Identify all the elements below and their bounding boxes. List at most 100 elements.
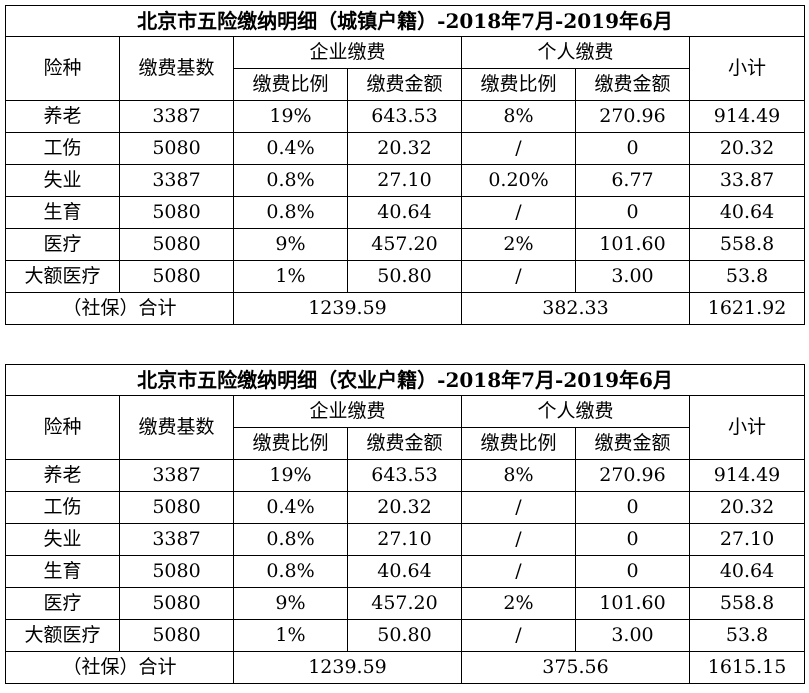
cell-personal-amount: 101.60 [575,587,690,620]
cell-personal-rate: / [461,132,576,165]
cell-personal-rate: / [461,619,576,652]
header-personal-rate: 缴费比例 [461,68,576,101]
cell-base: 5080 [119,260,234,293]
total-personal: 375.56 [461,651,690,684]
cell-subtotal: 914.49 [688,100,806,133]
table-row: 养老 3387 19% 643.53 8% 270.96 914.49 [5,459,806,492]
cell-type: 失业 [5,523,120,556]
cell-type: 医疗 [5,228,120,261]
table-row: 养老 3387 19% 643.53 8% 270.96 914.49 [5,100,806,133]
header-company-amount: 缴费金额 [347,427,462,460]
cell-company-rate: 0.8% [233,196,348,229]
cell-personal-amount: 0 [575,132,690,165]
cell-company-amount: 20.32 [347,132,462,165]
cell-base: 3387 [119,164,234,197]
cell-personal-rate: 2% [461,228,576,261]
total-company: 1239.59 [233,651,462,684]
cell-company-rate: 19% [233,100,348,133]
cell-type: 工伤 [5,491,120,524]
table-row: 医疗 5080 9% 457.20 2% 101.60 558.8 [5,587,806,620]
cell-personal-rate: / [461,491,576,524]
cell-personal-amount: 270.96 [575,459,690,492]
cell-company-amount: 643.53 [347,100,462,133]
cell-type: 养老 [5,459,120,492]
cell-subtotal: 20.32 [688,491,806,524]
cell-company-amount: 27.10 [347,164,462,197]
header-company-rate: 缴费比例 [233,427,348,460]
header-base: 缴费基数 [119,395,234,460]
table-row: 医疗 5080 9% 457.20 2% 101.60 558.8 [5,228,806,261]
urban-insurance-table: 北京市五险缴纳明细（城镇户籍）-2018年7月-2019年6月 险种 缴费基数 … [4,5,806,325]
cell-company-amount: 50.80 [347,260,462,293]
cell-type: 工伤 [5,132,120,165]
cell-company-amount: 50.80 [347,619,462,652]
cell-personal-rate: 0.20% [461,164,576,197]
cell-type: 医疗 [5,587,120,620]
cell-company-rate: 9% [233,587,348,620]
cell-company-rate: 1% [233,260,348,293]
header-subtotal: 小计 [688,395,806,460]
table-row: 生育 5080 0.8% 40.64 / 0 40.64 [5,555,806,588]
table-row: 工伤 5080 0.4% 20.32 / 0 20.32 [5,491,806,524]
header-insurance-type: 险种 [5,395,120,460]
cell-company-rate: 0.8% [233,523,348,556]
cell-company-rate: 0.8% [233,164,348,197]
cell-base: 3387 [119,459,234,492]
cell-personal-amount: 0 [575,196,690,229]
cell-company-rate: 0.4% [233,491,348,524]
cell-subtotal: 40.64 [688,196,806,229]
cell-base: 5080 [119,555,234,588]
cell-personal-amount: 101.60 [575,228,690,261]
header-personal-payment: 个人缴费 [461,36,690,69]
cell-personal-amount: 0 [575,491,690,524]
cell-company-rate: 0.4% [233,132,348,165]
cell-company-rate: 19% [233,459,348,492]
table-row: 大额医疗 5080 1% 50.80 / 3.00 53.8 [5,260,806,293]
cell-personal-amount: 6.77 [575,164,690,197]
cell-base: 5080 [119,196,234,229]
header-subtotal: 小计 [688,36,806,101]
cell-base: 5080 [119,619,234,652]
header-base: 缴费基数 [119,36,234,101]
total-subtotal: 1621.92 [688,292,806,325]
cell-base: 3387 [119,100,234,133]
cell-type: 失业 [5,164,120,197]
cell-subtotal: 27.10 [688,523,806,556]
cell-company-amount: 457.20 [347,587,462,620]
cell-subtotal: 33.87 [688,164,806,197]
cell-type: 大额医疗 [5,619,120,652]
cell-personal-rate: 8% [461,459,576,492]
cell-personal-amount: 270.96 [575,100,690,133]
cell-personal-rate: / [461,196,576,229]
cell-subtotal: 40.64 [688,555,806,588]
cell-company-amount: 40.64 [347,555,462,588]
cell-company-rate: 1% [233,619,348,652]
cell-personal-amount: 0 [575,555,690,588]
cell-type: 养老 [5,100,120,133]
header-personal-rate: 缴费比例 [461,427,576,460]
cell-subtotal: 914.49 [688,459,806,492]
header-personal-amount: 缴费金额 [575,68,690,101]
cell-company-rate: 0.8% [233,555,348,588]
cell-base: 5080 [119,228,234,261]
cell-personal-rate: 8% [461,100,576,133]
cell-personal-amount: 3.00 [575,619,690,652]
cell-base: 3387 [119,523,234,556]
cell-base: 5080 [119,132,234,165]
total-label: （社保）合计 [5,651,234,684]
cell-personal-rate: / [461,523,576,556]
cell-subtotal: 20.32 [688,132,806,165]
total-row: （社保）合计 1239.59 382.33 1621.92 [5,292,806,325]
total-label: （社保）合计 [5,292,234,325]
cell-personal-rate: / [461,260,576,293]
total-row: （社保）合计 1239.59 375.56 1615.15 [5,651,806,684]
table-row: 大额医疗 5080 1% 50.80 / 3.00 53.8 [5,619,806,652]
cell-subtotal: 53.8 [688,619,806,652]
cell-personal-rate: / [461,555,576,588]
rural-insurance-table: 北京市五险缴纳明细（农业户籍）-2018年7月-2019年6月 险种 缴费基数 … [4,364,806,684]
cell-company-amount: 457.20 [347,228,462,261]
cell-subtotal: 558.8 [688,587,806,620]
table-title: 北京市五险缴纳明细（农业户籍）-2018年7月-2019年6月 [4,364,806,396]
cell-base: 5080 [119,587,234,620]
cell-subtotal: 558.8 [688,228,806,261]
